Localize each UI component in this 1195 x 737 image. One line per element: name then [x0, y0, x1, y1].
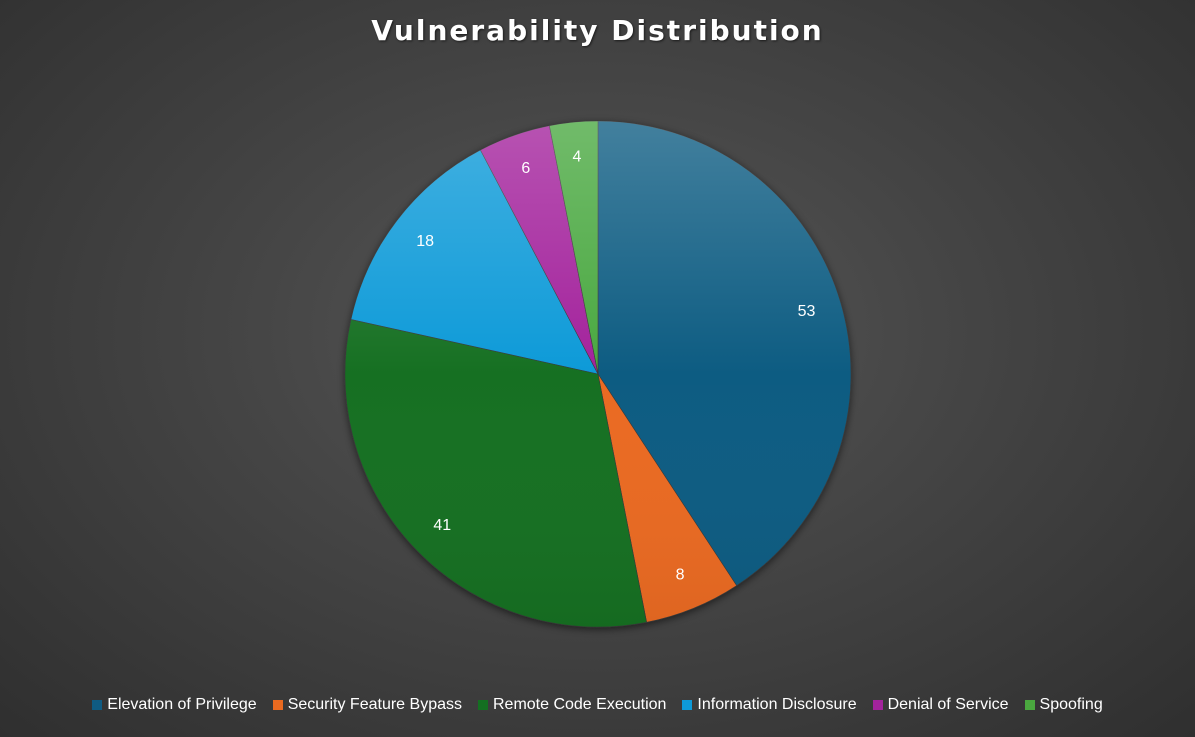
data-label-remote-code-execution: 41	[433, 517, 451, 534]
legend-swatch	[872, 700, 883, 710]
data-label-denial-of-service: 6	[521, 160, 530, 177]
legend-label: Remote Code Execution	[492, 696, 667, 713]
legend-label: Security Feature Bypass	[287, 696, 462, 713]
legend-item-denial-of-service: Denial of Service	[872, 696, 1009, 714]
legend-item-elevation-of-privilege: Elevation of Privilege	[92, 696, 257, 714]
legend-swatch	[477, 700, 488, 710]
data-label-information-disclosure: 18	[416, 233, 434, 250]
legend-item-remote-code-execution: Remote Code Execution	[477, 696, 667, 714]
pie-slices	[344, 120, 852, 628]
legend-item-information-disclosure: Information Disclosure	[682, 696, 857, 714]
legend-swatch	[272, 700, 283, 710]
data-label-security-feature-bypass: 8	[676, 567, 685, 584]
legend-item-security-feature-bypass: Security Feature Bypass	[272, 696, 462, 714]
pie-data-labels: 53 8 41 18 6 4	[416, 149, 815, 584]
chart-legend: Elevation of Privilege Security Feature B…	[0, 696, 1195, 714]
legend-label: Elevation of Privilege	[107, 696, 257, 713]
legend-swatch	[1024, 700, 1035, 710]
legend-label: Denial of Service	[887, 696, 1009, 713]
data-label-spoofing: 4	[573, 149, 582, 166]
legend-label: Information Disclosure	[697, 696, 857, 713]
data-label-elevation-of-privilege: 53	[798, 303, 816, 320]
legend-item-spoofing: Spoofing	[1024, 696, 1103, 714]
chart-title: Vulnerability Distribution	[371, 14, 824, 47]
legend-swatch	[682, 700, 693, 710]
legend-swatch	[92, 700, 103, 710]
legend-label: Spoofing	[1039, 696, 1103, 713]
